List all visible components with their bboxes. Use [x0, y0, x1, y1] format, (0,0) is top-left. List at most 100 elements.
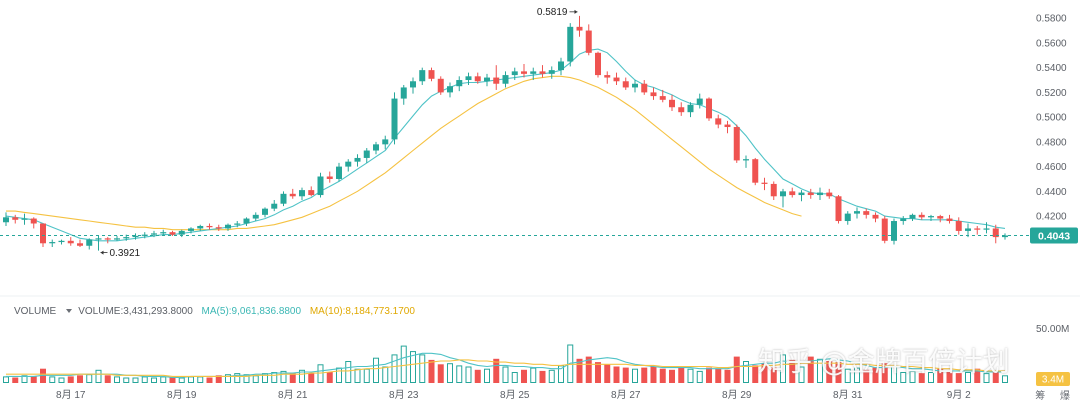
candle-body	[974, 228, 981, 230]
volume-bar	[548, 369, 555, 383]
candle-body	[188, 228, 194, 231]
candle	[650, 87, 657, 100]
x-tick-label: 8月 29	[722, 389, 752, 401]
volume-bar	[1002, 375, 1008, 383]
candle-body	[928, 216, 934, 218]
volume-bar	[465, 366, 472, 383]
volume-bar	[345, 361, 352, 383]
volume-bar	[724, 369, 731, 383]
candle-body	[752, 159, 759, 183]
candle-body	[881, 218, 888, 241]
candle	[299, 187, 305, 200]
candle	[114, 235, 120, 241]
volume-bar	[502, 366, 509, 383]
volume-bar	[780, 354, 786, 383]
volume-bar	[484, 368, 490, 384]
candle-body	[946, 218, 953, 222]
candle-body	[576, 26, 583, 31]
candle	[872, 212, 879, 223]
candle	[548, 66, 555, 79]
candle	[428, 67, 435, 82]
volume-bar	[752, 365, 759, 383]
volume-bar	[844, 368, 851, 384]
ma-long-line	[6, 75, 802, 231]
candle-body	[585, 30, 592, 53]
candle	[3, 212, 9, 226]
volume-bar	[992, 370, 999, 383]
volume-bar	[881, 363, 888, 383]
price-tick-label: 0.4400	[1036, 187, 1067, 198]
chevron-down-icon[interactable]	[66, 308, 73, 313]
candle-body	[456, 80, 463, 87]
candle	[437, 76, 444, 95]
candle-body	[659, 96, 666, 100]
candle-body	[678, 107, 685, 113]
volume-bar	[807, 356, 814, 383]
volume-bar	[354, 368, 361, 384]
volume-ma5-legend: MA(5):9,061,836.8800	[201, 306, 302, 317]
price-tick-label: 0.4200	[1036, 212, 1067, 223]
candle-body	[622, 81, 629, 88]
candle-body	[844, 213, 851, 222]
corner-label: 筹 爆	[1035, 391, 1076, 402]
volume-bar	[576, 358, 583, 383]
volume-bar	[863, 369, 870, 383]
volume-bar	[687, 368, 694, 384]
candle	[761, 177, 768, 191]
candle	[844, 211, 851, 225]
candle	[826, 188, 833, 199]
x-tick-label: 8月 21	[278, 389, 308, 401]
candle-body	[49, 242, 56, 244]
candle-body	[391, 98, 398, 140]
candle-body	[243, 218, 250, 224]
candle	[188, 227, 194, 234]
x-tick-label: 8月 27	[611, 389, 641, 401]
candle-body	[326, 176, 333, 179]
candle	[21, 213, 28, 225]
candle	[67, 237, 74, 246]
volume-bar	[49, 376, 56, 383]
volume-bar	[521, 369, 527, 383]
candle	[863, 208, 870, 219]
volume-bar	[539, 370, 546, 383]
candle-body	[447, 86, 453, 93]
candle-body	[410, 81, 416, 88]
volume-bar	[30, 376, 37, 383]
volume-bar	[585, 356, 592, 383]
volume-bar	[706, 367, 712, 383]
candle-body	[724, 124, 731, 128]
candle-body	[1002, 235, 1008, 238]
current-price-tag	[1030, 227, 1078, 244]
volume-bar	[197, 376, 204, 383]
candle-body	[706, 98, 712, 119]
volume-bar	[95, 369, 102, 383]
candle	[706, 97, 712, 121]
volume-bar	[715, 368, 722, 383]
candle	[659, 89, 666, 103]
watermark: 知乎 @金牌百倍计划	[758, 347, 1010, 378]
volume-bar	[104, 375, 111, 383]
volume-bar	[400, 345, 407, 384]
candle	[641, 80, 648, 95]
candle	[881, 216, 888, 244]
candle	[502, 71, 509, 88]
candle	[465, 72, 472, 85]
volume-bar	[437, 364, 444, 383]
volume-bar	[613, 366, 620, 383]
volume-bar	[918, 373, 925, 383]
x-tick-label: 8月 25	[500, 389, 530, 401]
volume-bar	[262, 373, 268, 384]
volume-bar	[58, 377, 65, 383]
volume-bar	[289, 373, 296, 383]
candle	[30, 217, 37, 229]
volume-bar	[67, 376, 74, 383]
volume-bar	[447, 363, 453, 384]
price-tick-label: 0.4800	[1036, 137, 1067, 148]
candle	[400, 84, 407, 105]
candle-body	[271, 203, 278, 209]
candle	[780, 188, 786, 208]
volume-bar	[955, 373, 962, 383]
candle	[632, 80, 638, 93]
candle-body	[178, 230, 185, 235]
